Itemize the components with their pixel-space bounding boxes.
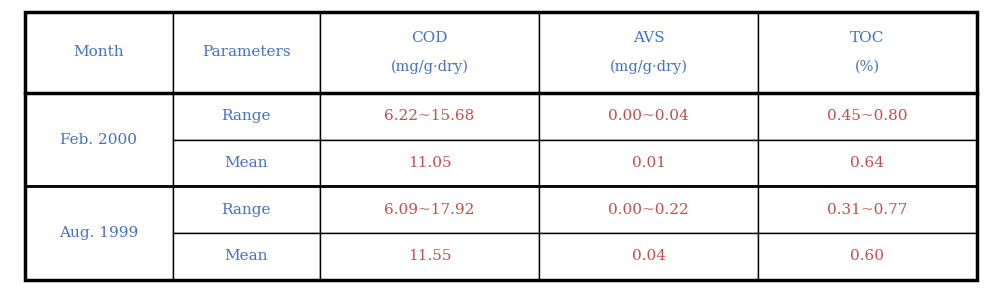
Text: Range: Range — [221, 203, 272, 217]
Text: (mg/g·dry): (mg/g·dry) — [391, 60, 469, 74]
Text: Mean: Mean — [224, 156, 269, 170]
Text: Mean: Mean — [224, 249, 269, 263]
Text: 0.60: 0.60 — [851, 249, 885, 263]
Text: 0.00~0.22: 0.00~0.22 — [608, 203, 689, 217]
Bar — [758, 186, 977, 233]
Text: TOC: TOC — [851, 31, 885, 45]
Text: Month: Month — [73, 45, 124, 59]
Bar — [172, 233, 321, 280]
Text: Aug. 1999: Aug. 1999 — [59, 226, 138, 240]
Text: 11.05: 11.05 — [408, 156, 452, 170]
Bar — [321, 12, 539, 93]
Bar — [539, 140, 758, 186]
Bar — [539, 186, 758, 233]
Bar — [321, 186, 539, 233]
Bar — [172, 140, 321, 186]
Text: 0.64: 0.64 — [851, 156, 885, 170]
Text: 6.09~17.92: 6.09~17.92 — [385, 203, 475, 217]
Bar — [539, 93, 758, 140]
Text: (mg/g·dry): (mg/g·dry) — [609, 60, 687, 74]
Bar — [758, 93, 977, 140]
Text: 0.00~0.04: 0.00~0.04 — [608, 109, 689, 123]
Text: AVS: AVS — [632, 31, 664, 45]
Bar — [25, 93, 172, 186]
Bar — [758, 12, 977, 93]
Bar — [321, 93, 539, 140]
Text: 0.01: 0.01 — [631, 156, 665, 170]
Text: Parameters: Parameters — [202, 45, 291, 59]
Text: 0.31~0.77: 0.31~0.77 — [828, 203, 908, 217]
Bar — [25, 186, 172, 280]
Text: 11.55: 11.55 — [408, 249, 451, 263]
Bar — [539, 12, 758, 93]
Text: (%): (%) — [855, 60, 880, 74]
Bar — [172, 186, 321, 233]
Bar — [758, 140, 977, 186]
Text: Range: Range — [221, 109, 272, 123]
Text: Feb. 2000: Feb. 2000 — [60, 133, 137, 147]
Bar — [172, 93, 321, 140]
Text: 6.22~15.68: 6.22~15.68 — [385, 109, 475, 123]
Bar — [25, 12, 172, 93]
Text: 0.45~0.80: 0.45~0.80 — [828, 109, 908, 123]
Bar — [172, 12, 321, 93]
Bar — [321, 233, 539, 280]
Text: 0.04: 0.04 — [631, 249, 665, 263]
Bar — [321, 140, 539, 186]
Text: COD: COD — [412, 31, 448, 45]
Bar — [758, 233, 977, 280]
Bar — [539, 233, 758, 280]
